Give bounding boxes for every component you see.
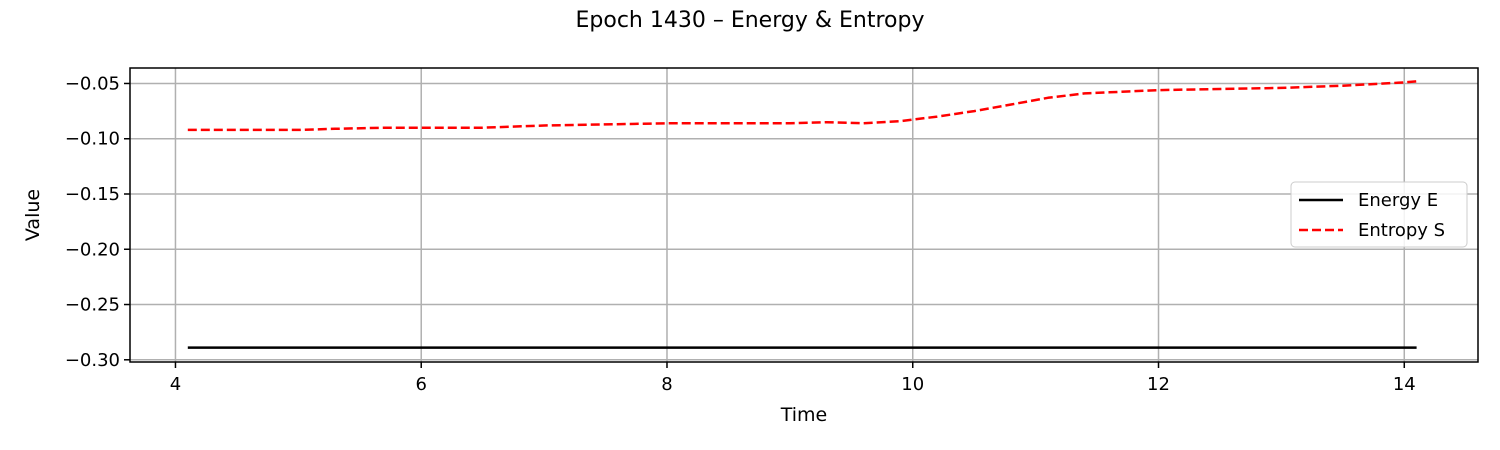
x-axis-label: Time [780,404,828,426]
x-tick-label: 14 [1393,374,1416,395]
grid-lines [130,68,1478,362]
x-tick-label: 12 [1147,374,1170,395]
x-tick-label: 6 [416,374,427,395]
x-tick-label: 8 [661,374,672,395]
legend-label-energy: Energy E [1358,190,1438,211]
y-tick-label: −0.15 [65,184,120,205]
y-tick-label: −0.30 [65,350,120,371]
y-tick-label: −0.10 [65,129,120,150]
x-tick-label: 10 [901,374,924,395]
plot-frame [129,67,1479,363]
y-axis-label: Value [22,189,44,241]
series-line-entropy [187,80,1417,132]
legend-box [1290,181,1468,248]
legend-label-entropy: Entropy S [1358,220,1445,241]
legend: Energy E Entropy S [1290,181,1468,248]
chart-title: Epoch 1430 – Energy & Entropy [576,8,925,33]
y-tick-label: −0.20 [65,239,120,260]
y-tick-label: −0.05 [65,73,120,94]
y-tick-label: −0.25 [65,295,120,316]
axis-ticks: 4 6 8 10 12 14 −0.05 −0.10 −0.15 −0.20 −0.25 −0.30 [65,73,1416,395]
plot-series [187,80,1417,349]
x-tick-label: 4 [170,374,181,395]
